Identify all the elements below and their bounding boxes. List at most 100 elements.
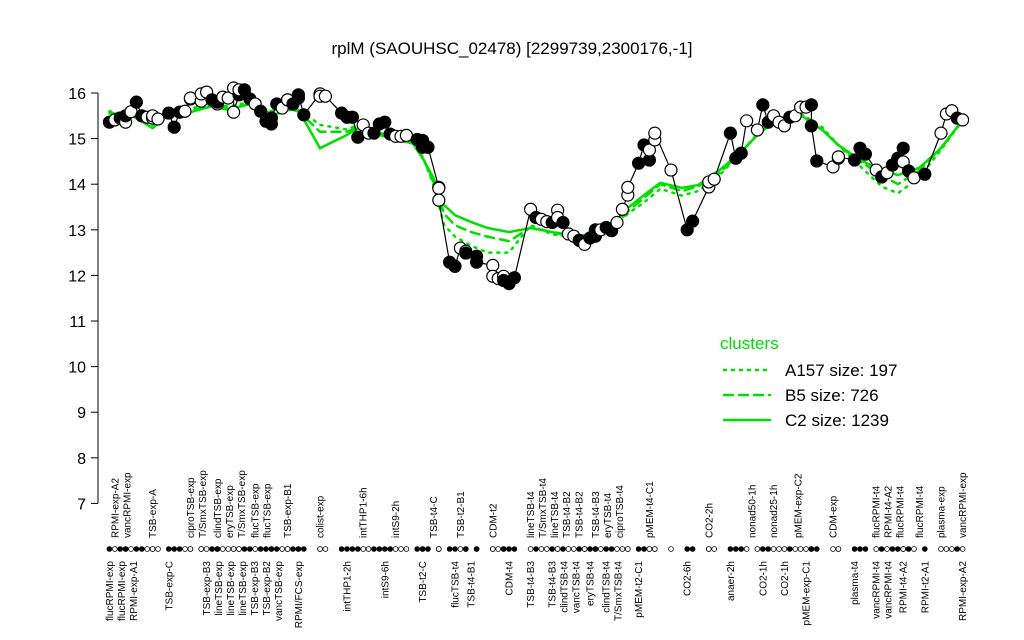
rug-mark <box>830 546 836 552</box>
rug-mark <box>322 546 329 552</box>
rug-mark <box>252 546 259 552</box>
rug-mark <box>489 546 496 552</box>
x-label-lower: TSB-exp-B2 <box>262 561 273 616</box>
x-label-upper: plasma-exp <box>937 486 948 538</box>
rug-mark <box>117 546 123 552</box>
x-label-upper: RPMI-t4-A2 <box>884 485 895 538</box>
data-point-filled <box>847 153 862 167</box>
rug-mark <box>446 546 453 552</box>
data-point-open <box>615 202 630 216</box>
rug-mark <box>786 546 793 552</box>
x-label-upper: vancRPMI-exp <box>958 472 969 538</box>
rug-mark <box>225 546 232 552</box>
rug-mark <box>506 546 512 552</box>
rug-mark <box>943 546 950 552</box>
rug-mark <box>133 546 140 552</box>
x-label-lower: vancTSB-t4 <box>572 561 583 614</box>
rug-mark <box>284 546 291 552</box>
data-point-filled <box>507 271 522 285</box>
rug-mark <box>155 546 161 552</box>
rug-mark <box>959 546 966 552</box>
rug-mark <box>495 546 502 552</box>
x-label-lower: T/SmxTSB-t4 <box>614 561 625 621</box>
x-label-lower: TSB-exp-B3 <box>250 561 261 616</box>
rug-mark <box>435 546 442 552</box>
rug-mark <box>921 546 928 552</box>
rug-mark <box>911 546 917 552</box>
rug-mark <box>878 546 885 552</box>
rug-mark <box>684 546 690 552</box>
rug-mark <box>257 546 264 552</box>
x-label-lower: TSB-exp-B3 <box>202 561 213 616</box>
data-point-open <box>621 180 635 194</box>
y-tick-label: 13 <box>68 223 86 240</box>
rug-mark <box>689 546 696 552</box>
rug-mark <box>273 546 280 552</box>
rug-mark <box>360 546 367 552</box>
rug-mark <box>624 546 631 552</box>
x-label-lower: CDM-t4 <box>505 561 516 596</box>
rug-mark <box>797 546 804 552</box>
x-label-upper: flucRPMI-t4 <box>896 485 907 538</box>
rug-mark <box>533 546 539 552</box>
data-point-filled <box>734 146 748 160</box>
x-label-upper: TSB-t4-B2 <box>562 491 573 538</box>
rug-mark <box>570 546 577 552</box>
rug-mark <box>381 546 388 552</box>
x-label-upper: lineTSB-t4 <box>550 491 561 538</box>
x-label-upper: flucRPMI-t4 <box>872 485 883 538</box>
rug-mark <box>344 546 350 552</box>
rug-mark <box>220 546 226 552</box>
rug-mark <box>543 546 550 552</box>
x-label-upper: lineTSB-t4 <box>526 491 537 538</box>
x-label-upper: T/SmxTSB-exp <box>237 470 248 538</box>
rug-mark <box>646 546 653 552</box>
rug-mark <box>198 546 205 552</box>
data-point-filled <box>297 108 311 122</box>
rug-mark <box>171 546 178 552</box>
rug-mark <box>608 546 615 552</box>
data-point-filled <box>345 110 359 124</box>
x-label-lower: plasma-t4 <box>850 561 861 605</box>
rug-mark <box>884 546 890 552</box>
rug-mark <box>209 546 215 552</box>
x-label-lower: RPMI-exp-A2 <box>958 561 969 621</box>
data-point-filled <box>448 259 462 273</box>
x-label-lower: CO2-1h <box>758 561 769 596</box>
rug-mark <box>851 546 858 552</box>
rug-mark <box>349 546 356 552</box>
rug-mark <box>889 546 896 552</box>
legend-label: A157 size: 197 <box>785 361 897 380</box>
rug-mark <box>128 546 134 552</box>
x-label-upper: pMEM-exp-C2 <box>793 473 804 538</box>
rug-mark <box>641 546 647 552</box>
x-label-lower: lineTSB-exp <box>214 561 225 616</box>
x-label-upper: flucRPMI-t4 <box>915 485 926 538</box>
rug-mark <box>106 546 113 552</box>
rug-mark <box>236 546 242 552</box>
rug-mark <box>419 546 426 552</box>
rug-mark <box>511 546 518 552</box>
rug-mark <box>176 546 183 552</box>
y-axis: 7 8 9 10 11 12 13 14 15 16 <box>68 86 99 513</box>
data-point-filled <box>264 111 278 125</box>
x-label-upper: TSB-t2-B1 <box>456 491 467 538</box>
rug-mark <box>182 546 188 552</box>
data-point-open <box>642 143 657 157</box>
x-label-lower: CO2-1h <box>780 561 791 596</box>
rug-mark <box>387 546 394 552</box>
rug-mark <box>554 546 561 552</box>
rug-mark <box>732 546 739 552</box>
data-point-filled <box>556 215 570 230</box>
rug-mark <box>754 546 761 552</box>
x-label-lower: CO2-6h <box>683 561 694 596</box>
rug-mark <box>900 546 906 552</box>
rug-mark <box>376 546 383 552</box>
x-label-upper: CDM-t2 <box>488 503 499 538</box>
rug-mark <box>122 546 129 552</box>
data-point-open <box>432 193 446 207</box>
rug-mark <box>808 546 815 552</box>
rug-mark <box>425 546 431 552</box>
data-point-filled <box>810 154 824 168</box>
